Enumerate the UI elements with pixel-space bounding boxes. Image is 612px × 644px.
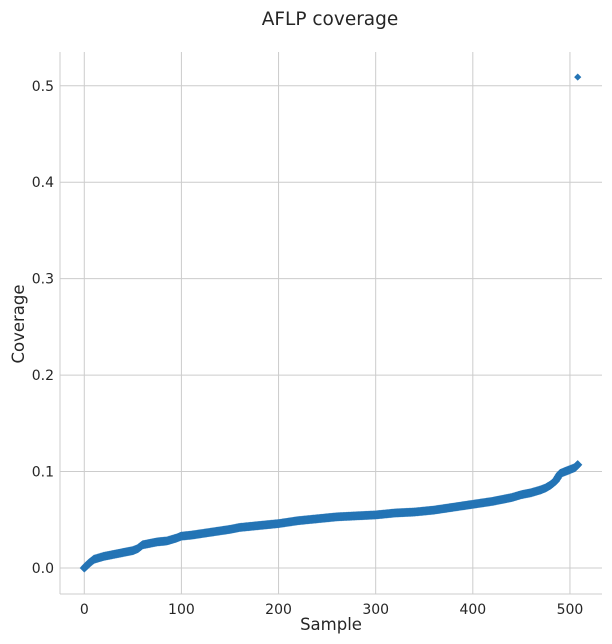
x-tick-label: 500 (557, 602, 584, 618)
y-tick-label: 0.5 (32, 79, 54, 95)
x-tick-label: 200 (265, 602, 292, 618)
y-tick-label: 0.1 (32, 465, 54, 481)
chart-title: AFLP coverage (262, 9, 399, 30)
y-tick-label: 0.4 (32, 175, 54, 191)
y-tick-labels: 0.0 0.1 0.2 0.3 0.4 0.5 (32, 79, 54, 577)
y-tick-label: 0.0 (32, 561, 54, 577)
x-axis-label: Sample (300, 615, 362, 634)
x-tick-label: 100 (168, 602, 195, 618)
axis-spines (59, 52, 602, 595)
data-points (79, 73, 583, 573)
x-tick-label: 400 (459, 602, 486, 618)
outlier-point (574, 73, 582, 81)
y-tick-label: 0.3 (32, 272, 54, 288)
x-tick-label: 0 (80, 602, 89, 618)
y-tick-label: 0.2 (32, 368, 54, 384)
y-axis-label: Coverage (9, 284, 28, 363)
x-tick-label: 300 (362, 602, 389, 618)
x-tick-labels: 0 100 200 300 400 500 (80, 602, 583, 618)
grid (60, 52, 602, 594)
data-point (573, 460, 583, 470)
